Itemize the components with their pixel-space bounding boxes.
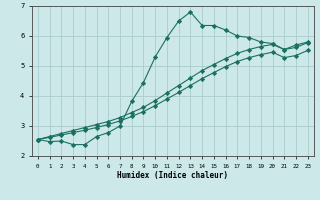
X-axis label: Humidex (Indice chaleur): Humidex (Indice chaleur)	[117, 171, 228, 180]
